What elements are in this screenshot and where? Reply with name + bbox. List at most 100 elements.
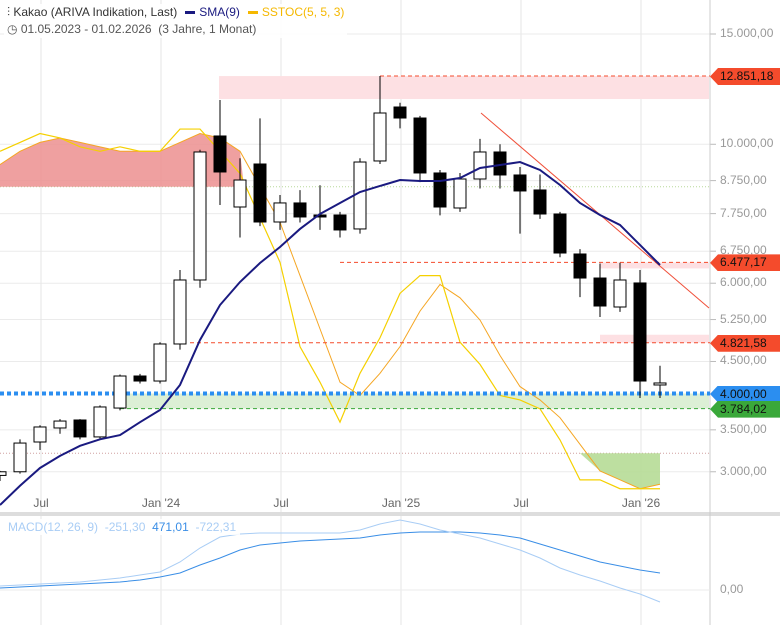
candle-body	[173, 279, 187, 345]
candle-body	[393, 106, 407, 119]
candle	[593, 263, 607, 317]
x-tick-label: Jul	[513, 496, 529, 510]
macd-name[interactable]: MACD(12, 26, 9)	[8, 520, 99, 534]
y-tick-label: 3.000,00	[720, 463, 767, 478]
candle-body	[53, 420, 67, 429]
candle	[533, 174, 547, 219]
candle-body	[453, 178, 467, 209]
candle-body	[353, 161, 367, 230]
candle	[433, 169, 447, 216]
candle-body	[573, 253, 587, 279]
resistance-zone	[600, 262, 709, 269]
x-tick-label: Jan '26	[621, 496, 661, 510]
candle-body	[253, 163, 267, 223]
x-tick-label: Jan '24	[141, 496, 181, 510]
support-zone	[120, 393, 709, 409]
candle	[313, 185, 327, 230]
candle	[553, 211, 567, 258]
candle	[213, 99, 227, 205]
candle-body	[593, 277, 607, 307]
candle	[133, 373, 147, 384]
y-tick-label: 8.750,00	[720, 172, 767, 187]
level-price-tag[interactable]: 4.000,00	[710, 385, 780, 403]
y-tick-label: 4.500,00	[720, 353, 767, 368]
candle	[0, 470, 7, 481]
pane-divider	[0, 512, 780, 516]
candle	[53, 419, 67, 434]
candle	[373, 76, 387, 165]
candle-body	[613, 279, 627, 308]
resistance-price-tag[interactable]: 6.477,17	[710, 254, 780, 272]
resistance-price-tag[interactable]: 12.851,18	[710, 68, 780, 86]
candle-body	[633, 282, 647, 382]
candle	[153, 342, 167, 384]
overbought-fill	[0, 133, 244, 187]
candle	[413, 115, 427, 183]
oversold-fill	[578, 453, 660, 489]
candle-body	[373, 112, 387, 162]
macd-value: -251,30	[104, 520, 146, 534]
candle	[653, 365, 667, 398]
x-tick-label: Jul	[33, 496, 49, 510]
sma-swatch	[185, 11, 196, 15]
candle	[493, 144, 507, 189]
candle-body	[533, 189, 547, 215]
legend-title: Kakao (ARIVA Indikation, Last)	[13, 5, 178, 19]
y-tick-label: 15.000,00	[720, 26, 774, 40]
candle	[473, 138, 487, 189]
candle-body	[113, 375, 127, 409]
candle-body	[13, 442, 27, 473]
candle-body	[153, 343, 167, 382]
y-tick-label: 5.250,00	[720, 311, 767, 326]
candle-body	[273, 202, 287, 223]
candle	[173, 269, 187, 350]
candle	[333, 211, 347, 238]
candle	[93, 405, 107, 440]
candle	[513, 166, 527, 234]
candle	[13, 439, 27, 474]
clock-icon: ◷	[7, 22, 18, 36]
candlestick-icon: ⫶	[7, 5, 11, 19]
candle-body	[93, 406, 107, 438]
candle-body	[73, 419, 87, 438]
support-price-tag[interactable]: 3.784,02	[710, 400, 780, 418]
candle	[633, 269, 647, 398]
candle	[193, 149, 207, 288]
y-tick-label: 7.750,00	[720, 205, 767, 220]
candle	[393, 102, 407, 129]
resistance-price-tag[interactable]: 4.821,58	[710, 334, 780, 352]
chart-legend: ⫶ Kakao (ARIVA Indikation, Last) SMA(9) SS…	[4, 4, 348, 38]
signal-line	[0, 531, 661, 589]
candle-body	[513, 174, 527, 192]
resistance-zone	[219, 76, 709, 100]
signal-value: 471,01	[152, 520, 189, 534]
x-tick-label: Jul	[273, 496, 289, 510]
candle	[353, 158, 367, 234]
trend-line	[480, 112, 710, 309]
candle	[573, 249, 587, 298]
candle	[293, 190, 307, 223]
candle	[453, 172, 467, 212]
candle	[613, 262, 627, 312]
candle-body	[413, 117, 427, 174]
macd-tick-label: 0,00	[720, 582, 744, 596]
candle-body	[293, 202, 307, 218]
stoch-k-line	[0, 128, 660, 490]
candle-body	[473, 151, 487, 180]
candle-body	[653, 382, 667, 386]
legend-sma[interactable]: SMA(9)	[199, 5, 240, 19]
candle-body	[213, 135, 227, 173]
candle-body	[233, 179, 247, 208]
candle-body	[33, 426, 47, 443]
histogram-value: -722,31	[195, 520, 237, 534]
date-span: (3 Jahre, 1 Monat)	[158, 22, 257, 36]
candle	[113, 374, 127, 411]
date-range: 01.05.2023 - 01.02.2026	[20, 22, 152, 36]
resistance-zone	[600, 334, 709, 343]
y-tick-label: 10.000,00	[720, 136, 774, 151]
legend-sstoc[interactable]: SSTOC(5, 5, 3)	[261, 5, 345, 19]
y-tick-label: 6.750,00	[720, 243, 767, 258]
y-tick-label: 6.000,00	[720, 275, 767, 290]
